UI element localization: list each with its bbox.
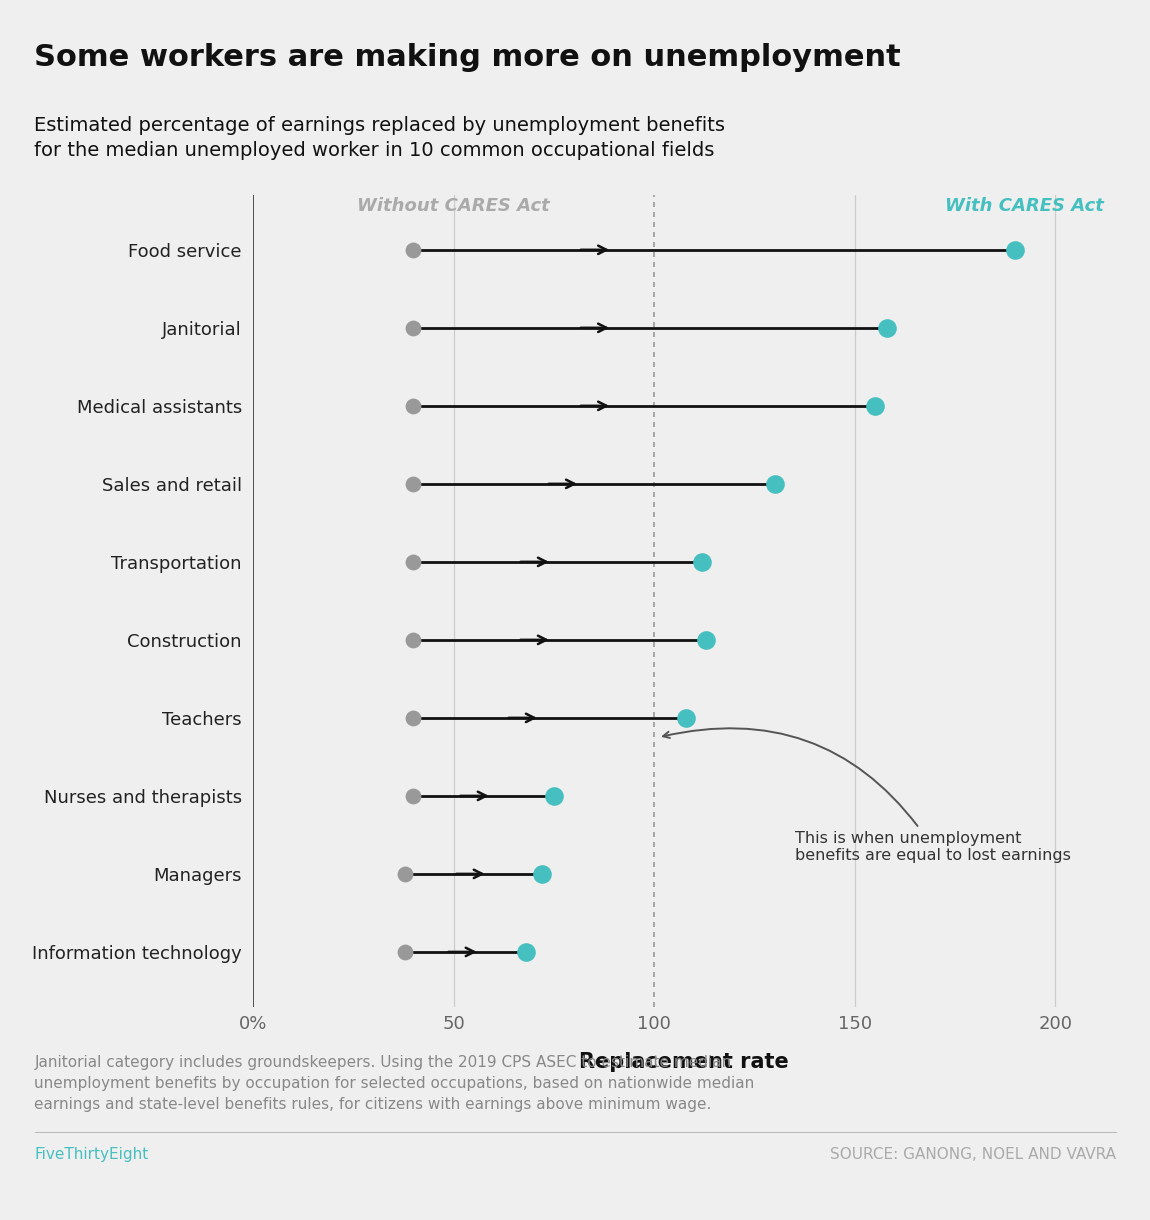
Text: Some workers are making more on unemployment: Some workers are making more on unemploy…: [34, 43, 902, 72]
Point: [516, 942, 535, 961]
Text: SOURCE: GANONG, NOEL AND VAVRA: SOURCE: GANONG, NOEL AND VAVRA: [829, 1147, 1116, 1161]
Point: [405, 240, 423, 260]
X-axis label: Replacement rate: Replacement rate: [580, 1053, 789, 1072]
Point: [677, 708, 696, 727]
Text: FiveThirtyEight: FiveThirtyEight: [34, 1147, 148, 1161]
Point: [405, 630, 423, 649]
Point: [405, 553, 423, 572]
Point: [405, 318, 423, 338]
Point: [877, 318, 896, 338]
Point: [545, 786, 564, 805]
Point: [1006, 240, 1025, 260]
Point: [765, 475, 783, 494]
Point: [697, 630, 715, 649]
Point: [405, 786, 423, 805]
Point: [866, 396, 884, 416]
Text: Janitorial category includes groundskeepers. Using the 2019 CPS ASEC to estimate: Janitorial category includes groundskeep…: [34, 1055, 754, 1113]
Point: [405, 475, 423, 494]
Text: Estimated percentage of earnings replaced by unemployment benefits
for the media: Estimated percentage of earnings replace…: [34, 116, 726, 160]
Text: Without CARES Act: Without CARES Act: [358, 196, 550, 215]
Point: [405, 708, 423, 727]
Point: [693, 553, 712, 572]
Text: This is when unemployment
benefits are equal to lost earnings: This is when unemployment benefits are e…: [664, 728, 1071, 864]
Point: [397, 864, 415, 883]
Point: [532, 864, 551, 883]
Point: [397, 942, 415, 961]
Text: With CARES Act: With CARES Act: [944, 196, 1104, 215]
Point: [405, 396, 423, 416]
